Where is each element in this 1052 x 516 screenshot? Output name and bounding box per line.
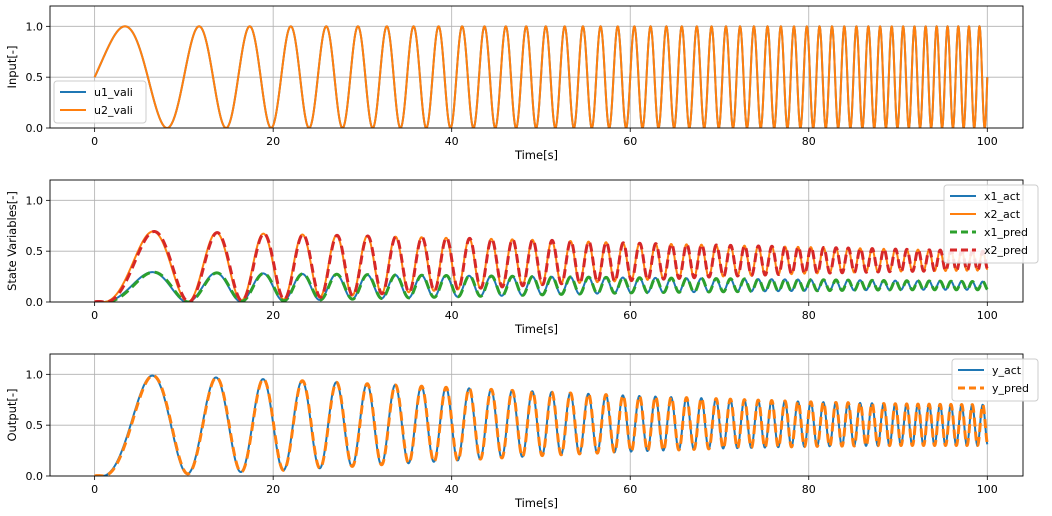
subplot-1: 0 20 40 60 80 100 0.0 0.5 1.0 Time[s] Input[-] u1_v… [5,5,1024,162]
y-tick-label: 0.5 [26,245,44,258]
legend: x1_act x2_act x1_pred x2_pred [943,184,1039,264]
legend-label-x2_act: x2_act [984,208,1021,221]
x-axis-label: Time[s] [514,322,558,336]
x-axis-label: Time[s] [514,496,558,510]
x-tick-label: 100 [977,135,998,148]
x-tick-label: 60 [623,135,637,148]
legend-label-u1_vali: u1_vali [94,86,133,99]
legend-label-y_act: y_act [992,364,1022,377]
legend-label-y_pred: y_pred [992,382,1029,395]
legend: u1_vali u2_vali [53,80,147,124]
y-tick-label: 1.0 [26,368,44,381]
legend-box [943,184,1039,264]
x-tick-label: 100 [977,483,998,496]
x-tick-label: 40 [445,309,459,322]
legend-label-x2_pred: x2_pred [984,244,1028,257]
x-tick-label: 40 [445,483,459,496]
subplot-2: 0 20 40 60 80 100 0.0 0.5 1.0 Time[s] State Variab… [5,179,1039,336]
x-tick-label: 80 [802,483,816,496]
x-tick-label: 20 [266,309,280,322]
y-axis-label: Output[-] [5,388,19,441]
series-line-y_pred [93,374,989,476]
series-line-x1_pred [93,270,989,302]
y-tick-label: 0.0 [26,470,44,483]
axes-frame [49,5,1024,129]
legend-label-x1_act: x1_act [984,190,1021,203]
y-tick-label: 0.0 [26,296,44,309]
y-tick-label: 0.5 [26,71,44,84]
legend-label-x1_pred: x1_pred [984,226,1028,239]
axes-frame [49,353,1024,477]
legend-label-u2_vali: u2_vali [94,104,133,117]
legend: y_act y_pred [951,358,1039,402]
x-tick-label: 20 [266,135,280,148]
y-axis-label: Input[-] [5,46,19,89]
y-tick-label: 0.0 [26,122,44,135]
x-tick-label: 80 [802,135,816,148]
y-tick-label: 1.0 [26,194,44,207]
x-tick-label: 0 [91,309,98,322]
x-tick-label: 40 [445,135,459,148]
x-tick-label: 60 [623,483,637,496]
y-tick-label: 1.0 [26,20,44,33]
x-tick-label: 20 [266,483,280,496]
x-tick-label: 0 [91,135,98,148]
x-axis-label: Time[s] [514,148,558,162]
series-line-u2_vali [93,25,989,128]
subplot-3: 0 20 40 60 80 100 0.0 0.5 1.0 Time[s] Output[-] y_a… [5,353,1039,510]
x-tick-label: 80 [802,309,816,322]
x-tick-label: 100 [977,309,998,322]
series-line-x2_pred [93,230,989,302]
x-tick-label: 0 [91,483,98,496]
x-tick-label: 60 [623,309,637,322]
y-tick-label: 0.5 [26,419,44,432]
y-axis-label: State Variables[-] [5,191,19,291]
